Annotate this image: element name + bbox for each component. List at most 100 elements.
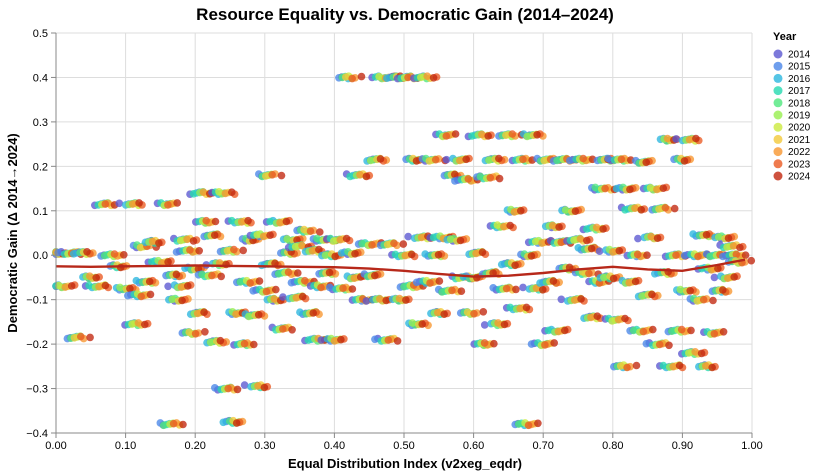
data-point-2024 <box>500 320 509 329</box>
data-point-2024 <box>719 286 727 294</box>
data-point-2022 <box>724 274 732 283</box>
data-point-2022 <box>237 218 246 226</box>
data-point-2015 <box>412 278 421 287</box>
data-point-2014 <box>557 295 566 304</box>
data-point-2024 <box>325 268 334 277</box>
data-point-2016 <box>337 249 346 257</box>
data-point-2024 <box>141 320 149 329</box>
x-tick-label: 0.70 <box>532 440 553 452</box>
legend-swatch-2018 <box>773 98 783 108</box>
data-point-2017 <box>621 206 629 214</box>
x-tick-label: 0.50 <box>393 440 414 452</box>
data-point-2024 <box>451 170 459 179</box>
data-point-2024 <box>462 155 471 164</box>
data-point-2023 <box>585 269 593 278</box>
data-point-2022 <box>576 235 585 243</box>
data-point-2024 <box>653 234 662 242</box>
data-point-2024 <box>736 243 744 252</box>
data-point-2024 <box>490 339 498 348</box>
data-point-2015 <box>527 340 536 348</box>
data-point-2022 <box>148 237 157 246</box>
y-tick-label: 0.3 <box>33 117 48 129</box>
data-point-2023 <box>426 279 434 287</box>
data-point-2023 <box>169 419 178 428</box>
data-point-2024 <box>550 339 558 347</box>
data-point-2024 <box>173 199 181 207</box>
data-point-2023 <box>541 341 549 349</box>
data-point-2022 <box>232 310 240 319</box>
data-point-2024 <box>255 277 264 285</box>
data-point-2015 <box>371 335 379 344</box>
data-point-2023 <box>348 74 357 83</box>
data-point-2024 <box>272 285 280 294</box>
data-point-2024 <box>155 239 163 247</box>
y-tick-label: 0.4 <box>33 72 48 84</box>
data-point-2024 <box>172 270 181 279</box>
data-point-2024 <box>440 310 449 319</box>
trend-line <box>55 258 746 278</box>
data-point-2023 <box>224 384 232 393</box>
data-point-2023 <box>301 276 309 285</box>
data-point-2024 <box>232 419 241 427</box>
data-point-2022 <box>95 282 103 291</box>
data-point-2022 <box>134 319 143 327</box>
data-point-2023 <box>368 241 376 249</box>
data-point-2021 <box>262 172 270 180</box>
data-point-2024 <box>555 223 563 231</box>
data-point-2018 <box>100 251 109 260</box>
data-point-2023 <box>617 155 626 164</box>
data-point-2022 <box>376 295 384 303</box>
data-point-2022 <box>472 249 480 258</box>
x-tick-label: 0.20 <box>184 440 205 452</box>
data-point-2024 <box>626 185 634 194</box>
data-point-2019 <box>638 292 646 300</box>
data-point-2024 <box>164 258 172 266</box>
data-point-2015 <box>642 339 651 348</box>
data-point-2023 <box>384 336 393 344</box>
data-point-2024 <box>244 216 252 225</box>
data-point-2022 <box>259 232 268 241</box>
trend-layer <box>55 258 746 278</box>
data-point-2024 <box>577 295 585 303</box>
data-point-2024 <box>680 157 689 165</box>
data-point-2021 <box>136 243 145 252</box>
data-point-2024 <box>86 333 94 342</box>
data-point-2024 <box>615 247 624 255</box>
data-point-2021 <box>223 247 232 255</box>
data-point-2023 <box>137 292 145 301</box>
data-point-2018 <box>438 288 446 296</box>
data-point-2023 <box>339 284 347 293</box>
data-point-2023 <box>164 201 172 209</box>
data-point-2024 <box>506 221 514 230</box>
data-point-2024 <box>593 312 602 321</box>
data-point-2024 <box>254 311 263 319</box>
data-point-2024 <box>92 274 100 282</box>
data-point-2023 <box>557 238 565 247</box>
data-point-2024 <box>495 174 504 183</box>
data-point-2016 <box>296 308 304 317</box>
data-point-2014 <box>279 293 287 301</box>
data-point-2024 <box>282 217 291 226</box>
data-point-2024 <box>747 256 756 265</box>
data-point-2024 <box>351 250 359 258</box>
data-point-2024 <box>67 282 76 290</box>
data-point-2022 <box>478 130 486 139</box>
data-point-2024 <box>517 207 525 215</box>
data-point-2022 <box>570 296 579 304</box>
data-point-2024 <box>228 188 236 196</box>
data-point-2024 <box>233 385 242 394</box>
data-point-2023 <box>623 363 631 372</box>
data-point-2015 <box>604 154 612 163</box>
data-point-2019 <box>485 156 493 164</box>
data-point-2023 <box>694 252 702 261</box>
data-point-2019 <box>206 338 215 347</box>
data-point-2017 <box>346 172 354 181</box>
legend-label-2015: 2015 <box>788 62 811 73</box>
data-point-2018 <box>159 421 168 430</box>
data-point-2023 <box>672 251 680 259</box>
data-point-2023 <box>699 295 708 304</box>
data-point-2014 <box>404 232 413 241</box>
data-point-2024 <box>512 285 520 294</box>
data-point-2014 <box>164 282 172 291</box>
data-point-2023 <box>442 132 451 140</box>
